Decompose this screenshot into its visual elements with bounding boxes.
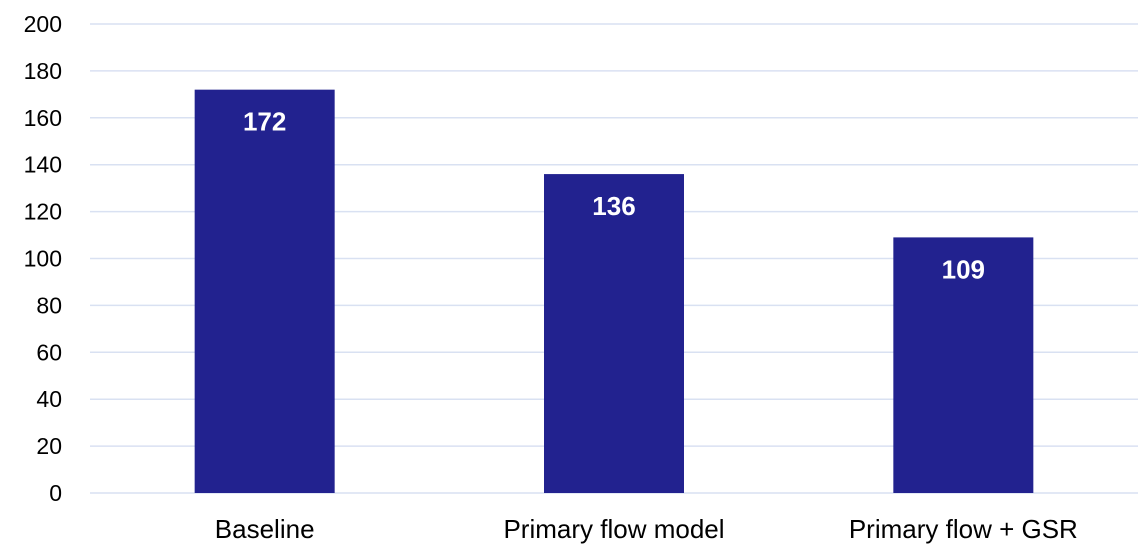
- x-category-label: Primary flow model: [503, 514, 724, 544]
- y-tick-label: 0: [49, 480, 62, 506]
- y-tick-label: 100: [24, 246, 62, 272]
- y-tick-label: 140: [24, 152, 62, 178]
- y-tick-label: 80: [36, 292, 62, 318]
- data-label: 136: [592, 191, 635, 221]
- bars: [194, 89, 1034, 493]
- bar-primary-flow-gsr: [893, 237, 1034, 493]
- y-tick-label: 40: [36, 386, 62, 412]
- bar-baseline: [194, 89, 335, 493]
- x-category-label: Baseline: [215, 514, 315, 544]
- y-tick-label: 120: [24, 199, 62, 225]
- x-axis-category-labels: Baseline Primary flow model Primary flow +…: [215, 514, 1078, 544]
- data-label: 109: [942, 254, 985, 284]
- y-axis-tick-labels: 0 20 40 60 80 100 120 140 160 180 200: [24, 11, 62, 506]
- data-label: 172: [243, 107, 286, 137]
- y-tick-label: 200: [24, 11, 62, 37]
- y-tick-label: 160: [24, 105, 62, 131]
- y-tick-label: 180: [24, 58, 62, 84]
- x-category-label: Primary flow + GSR: [849, 514, 1078, 544]
- y-tick-label: 20: [36, 433, 62, 459]
- y-tick-label: 60: [36, 339, 62, 365]
- bar-primary-flow-model: [544, 174, 684, 493]
- data-labels: 172 136 109: [243, 107, 985, 285]
